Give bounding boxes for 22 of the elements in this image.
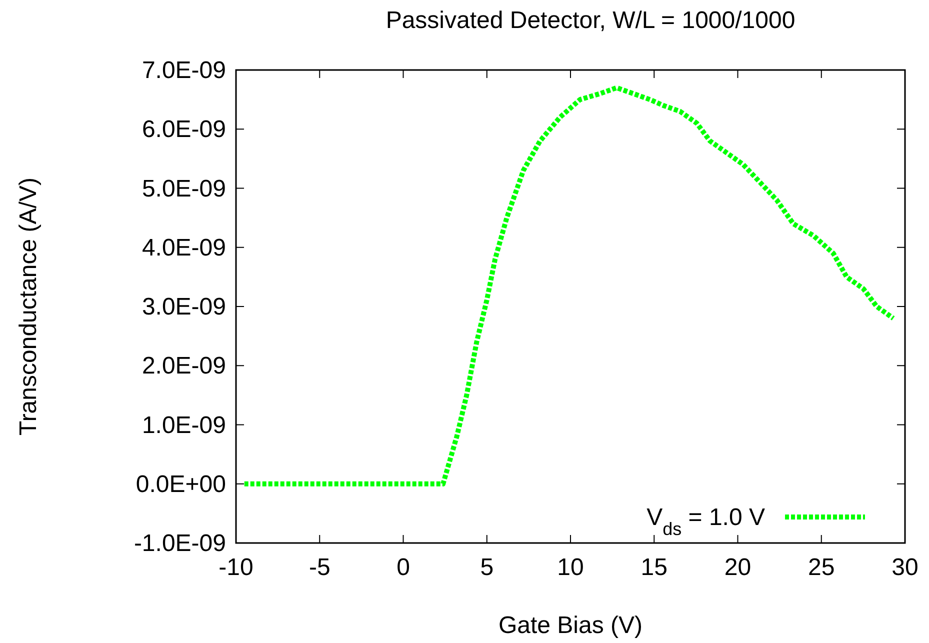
y-tick-label: -1.0E-09 (134, 530, 226, 557)
x-tick-label: 15 (640, 554, 668, 581)
x-tick-label: 20 (724, 554, 752, 581)
y-tick-label: 3.0E-09 (142, 294, 226, 320)
y-tick-label: 1.0E-09 (142, 412, 226, 439)
x-axis-title: Gate Bias (V) (498, 612, 643, 639)
chart-title: Passivated Detector, W/L = 1000/1000 (386, 7, 796, 34)
x-tick-label: 10 (557, 554, 584, 581)
legend-label: V$_{ds}$ = 1.0 V (646, 504, 765, 539)
x-tick-label: 25 (808, 554, 835, 581)
y-tick-label: 0.0E+00 (136, 470, 226, 498)
y-tick-label: 6.0E-09 (142, 116, 226, 144)
x-tick-label: 30 (892, 554, 918, 581)
y-tick-label: 2.0E-09 (142, 352, 226, 380)
y-tick-label: 4.0E-09 (142, 234, 226, 262)
x-tick-label: 0 (396, 554, 410, 581)
y-axis-title: Transconductance (A/V) (15, 178, 42, 436)
x-tick-label: 5 (480, 554, 494, 581)
y-tick-label: 7.0E-09 (142, 57, 226, 84)
x-tick-label: -10 (218, 554, 254, 581)
x-tick-label: -5 (308, 554, 330, 581)
y-tick-label: 5.0E-09 (142, 175, 226, 202)
